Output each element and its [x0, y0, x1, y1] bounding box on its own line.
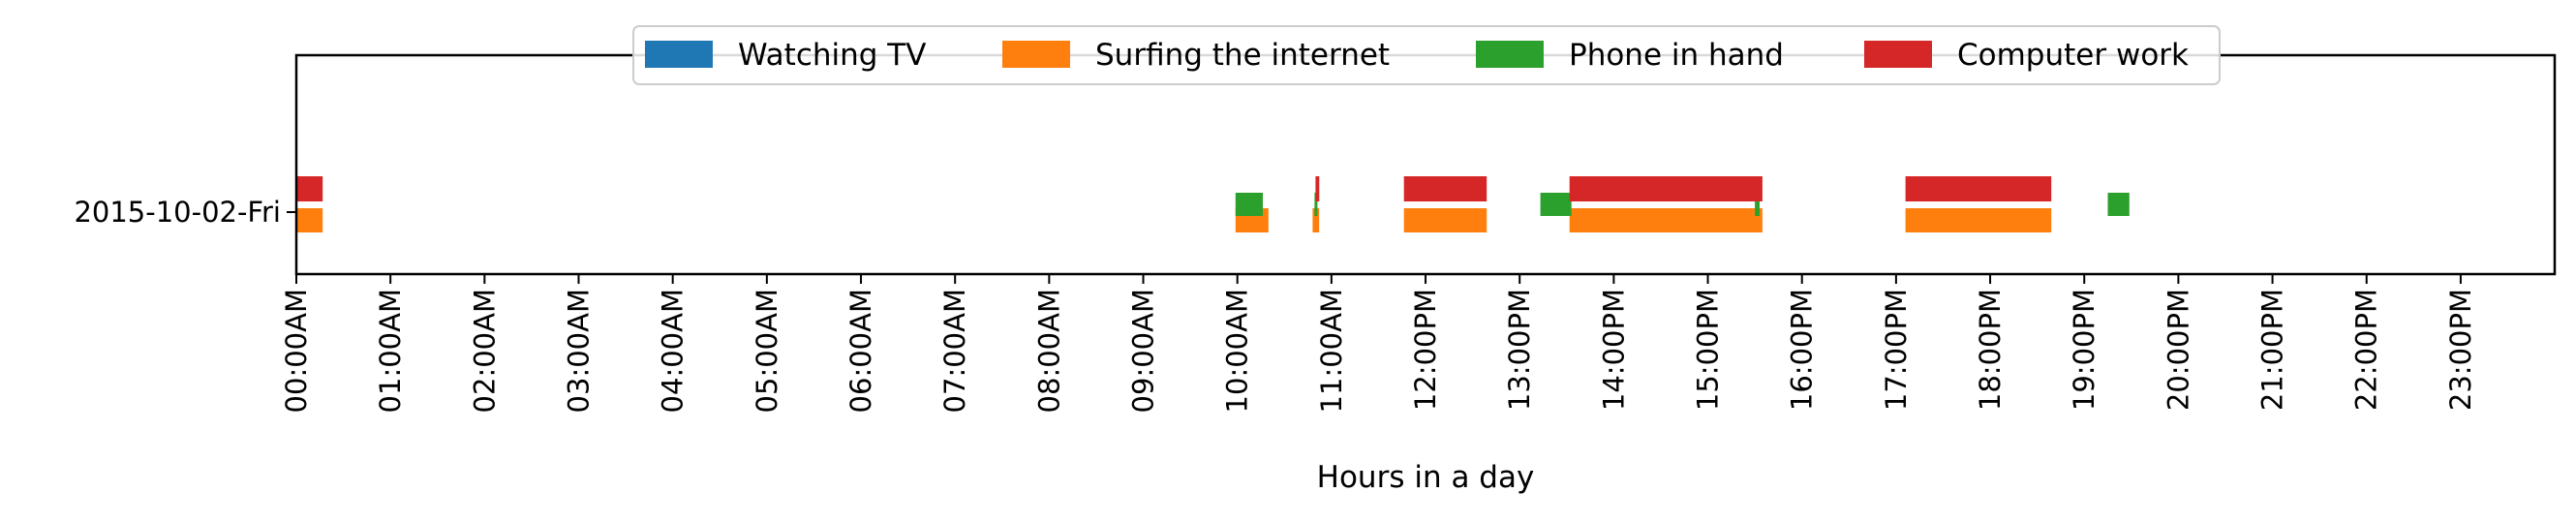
bars-layer — [296, 176, 2130, 232]
x-tick-label: 15:00PM — [1692, 289, 1725, 411]
x-tick-label: 11:00AM — [1315, 289, 1348, 413]
bar-surfing-the-internet-4 — [1569, 208, 1763, 232]
x-axis: 00:00AM 01:00AM 02:00AM 03:00AM 04:00AM 05:00… — [280, 274, 2477, 413]
bar-computer-work-1 — [1315, 176, 1320, 201]
bar-phone-in-hand-1 — [1314, 193, 1318, 216]
x-tick-label: 10:00AM — [1221, 289, 1254, 413]
bar-surfing-the-internet-3 — [1403, 208, 1487, 232]
x-tick-label: 23:00PM — [2444, 289, 2477, 411]
bar-phone-in-hand-3 — [1755, 193, 1760, 216]
bar-computer-work-2 — [1403, 176, 1487, 201]
legend-swatch — [1476, 41, 1544, 68]
legend-label: Phone in hand — [1569, 38, 1784, 73]
legend-swatch — [1864, 41, 1932, 68]
x-axis-title: Hours in a day — [1317, 460, 1535, 495]
x-tick-label: 04:00AM — [657, 289, 690, 413]
bar-surfing-the-internet-2 — [1312, 208, 1320, 232]
x-tick-label: 05:00AM — [751, 289, 783, 413]
bar-surfing-the-internet-5 — [1905, 208, 2052, 232]
x-tick-label: 03:00AM — [563, 289, 596, 413]
x-tick-label: 14:00PM — [1597, 289, 1630, 411]
x-tick-label: 01:00AM — [374, 289, 407, 413]
x-tick-label: 06:00AM — [844, 289, 877, 413]
x-tick-label: 20:00PM — [2162, 289, 2194, 411]
x-tick-label: 13:00PM — [1503, 289, 1536, 411]
x-tick-label: 17:00PM — [1880, 289, 1913, 411]
legend-label: Surfing the internet — [1095, 38, 1390, 73]
bar-phone-in-hand-4 — [2107, 193, 2130, 216]
x-tick-label: 07:00AM — [938, 289, 971, 413]
x-tick-label: 21:00PM — [2256, 289, 2289, 411]
x-tick-label: 08:00AM — [1032, 289, 1065, 413]
y-axis: 2015-10-02-Fri — [74, 196, 296, 229]
x-tick-label: 18:00PM — [1974, 289, 2007, 411]
bar-computer-work-0 — [296, 176, 323, 201]
bar-phone-in-hand-2 — [1540, 193, 1572, 216]
x-tick-label: 00:00AM — [280, 289, 313, 413]
bar-phone-in-hand-0 — [1235, 193, 1263, 216]
x-tick-label: 02:00AM — [468, 289, 501, 413]
x-tick-label: 22:00PM — [2350, 289, 2383, 411]
legend-label: Watching TV — [738, 38, 926, 73]
bar-computer-work-3 — [1569, 176, 1763, 201]
bar-surfing-the-internet-0 — [296, 208, 323, 232]
x-tick-label: 16:00PM — [1786, 289, 1819, 411]
legend-swatch — [645, 41, 713, 68]
legend-label: Computer work — [1957, 38, 2189, 73]
bar-computer-work-4 — [1905, 176, 2052, 201]
x-tick-label: 12:00PM — [1409, 289, 1442, 411]
x-tick-label: 19:00PM — [2068, 289, 2101, 411]
legend: Watching TV Surfing the internet Phone in … — [632, 25, 2221, 85]
plot-frame — [294, 53, 2557, 276]
x-tick-label: 09:00AM — [1127, 289, 1160, 413]
legend-swatch — [1002, 41, 1070, 68]
y-tick-label: 2015-10-02-Fri — [74, 196, 281, 229]
